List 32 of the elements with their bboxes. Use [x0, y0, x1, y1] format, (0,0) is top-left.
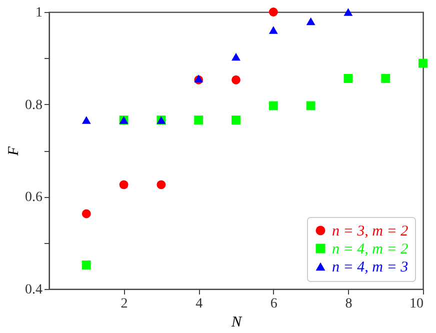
- point: [194, 116, 204, 124]
- point: [232, 75, 240, 84]
- point: [381, 74, 390, 83]
- point: [344, 8, 353, 16]
- x-axis-title: N: [230, 314, 242, 330]
- point: [156, 180, 166, 190]
- y-tick-label: 0.4: [25, 282, 42, 298]
- point: [82, 209, 91, 218]
- x-tick-label: 8: [345, 296, 352, 312]
- y-axis-title: F: [6, 146, 22, 157]
- point: [82, 260, 91, 270]
- legend-label: n = 4, m = 3: [332, 260, 408, 276]
- x-tick-label: 2: [120, 296, 128, 312]
- point: [232, 116, 240, 124]
- point: [306, 101, 316, 110]
- point: [119, 180, 128, 190]
- y-tick-label: 0.6: [25, 190, 42, 206]
- point: [268, 101, 278, 110]
- point: [418, 58, 428, 68]
- point: [232, 52, 240, 61]
- legend-label: n = 3, m = 2: [332, 224, 409, 240]
- y-tick-label: 0.8: [25, 98, 42, 113]
- point: [306, 17, 316, 26]
- point: [82, 116, 91, 124]
- point: [268, 26, 278, 34]
- point: [268, 8, 278, 16]
- x-tick-label: 10: [410, 296, 424, 312]
- legend-label: n = 4, m = 2: [332, 242, 409, 258]
- x-tick-label: 6: [270, 296, 278, 312]
- y-tick-label: 1: [36, 6, 42, 20]
- point: [344, 74, 353, 83]
- x-tick-label: 4: [196, 296, 203, 312]
